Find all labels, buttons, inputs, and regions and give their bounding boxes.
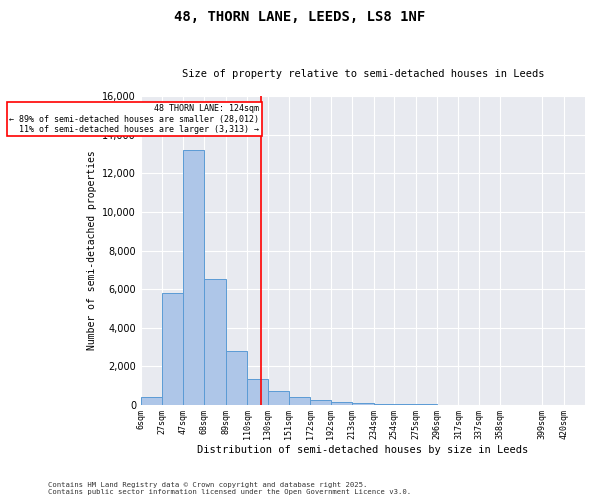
Bar	[268, 391, 289, 404]
Title: Size of property relative to semi-detached houses in Leeds: Size of property relative to semi-detach…	[182, 69, 544, 79]
Bar	[226, 350, 247, 405]
X-axis label: Distribution of semi-detached houses by size in Leeds: Distribution of semi-detached houses by …	[197, 445, 529, 455]
Bar	[163, 293, 183, 405]
Bar	[141, 397, 163, 404]
Bar	[289, 397, 310, 404]
Bar	[247, 378, 268, 404]
Y-axis label: Number of semi-detached properties: Number of semi-detached properties	[87, 150, 97, 350]
Text: 48, THORN LANE, LEEDS, LS8 1NF: 48, THORN LANE, LEEDS, LS8 1NF	[175, 10, 425, 24]
Bar	[310, 400, 331, 404]
Bar	[331, 402, 352, 404]
Text: Contains HM Land Registry data © Crown copyright and database right 2025.: Contains HM Land Registry data © Crown c…	[48, 482, 367, 488]
Bar	[352, 403, 374, 404]
Bar	[183, 150, 204, 404]
Text: Contains public sector information licensed under the Open Government Licence v3: Contains public sector information licen…	[48, 489, 411, 495]
Text: 48 THORN LANE: 124sqm
← 89% of semi-detached houses are smaller (28,012)
  11% o: 48 THORN LANE: 124sqm ← 89% of semi-deta…	[10, 104, 259, 134]
Bar	[204, 280, 226, 404]
